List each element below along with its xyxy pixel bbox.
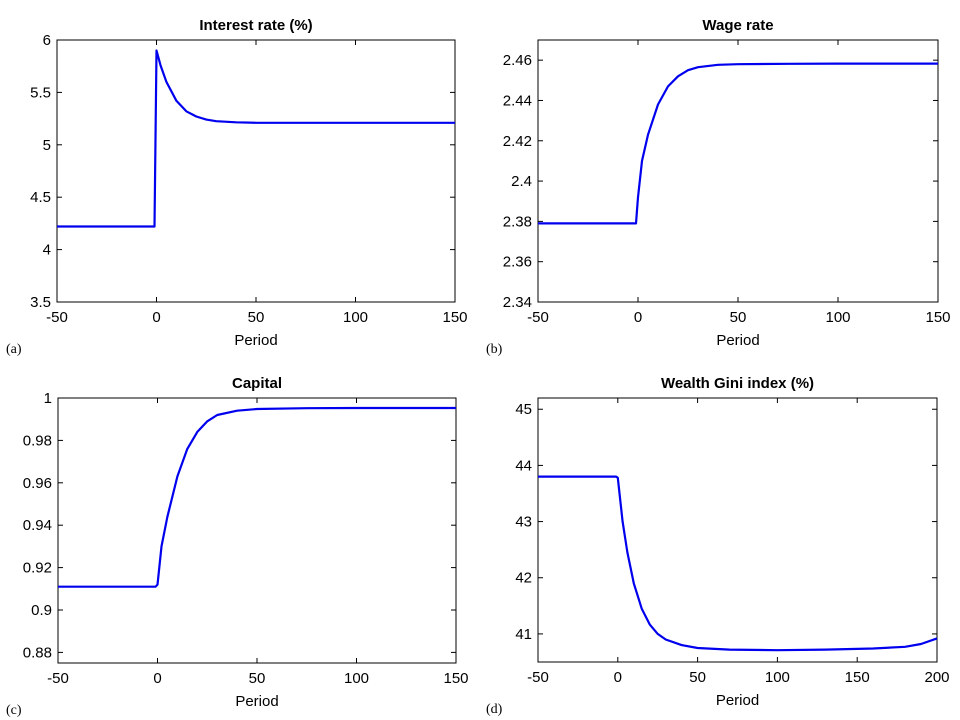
chart-title: Wealth Gini index (%) [661,375,814,392]
x-tick-label: 50 [730,309,747,326]
y-tick-label: 41 [515,626,532,643]
panel-label: (d) [486,702,503,717]
x-axis-label: Period [235,693,278,710]
x-tick-label: 0 [153,670,161,687]
x-tick-label: 200 [924,669,949,686]
y-tick-label: 2.34 [503,294,532,311]
y-tick-label: 0.92 [23,560,52,577]
y-tick-label: 0.88 [23,644,52,661]
axes-frame [537,397,938,663]
x-tick-label: 0 [634,309,642,326]
x-tick-label: -50 [46,309,68,326]
x-tick-label: -50 [47,670,69,687]
series-line-interest-rate [57,49,455,228]
y-tick-label: 2.42 [503,133,532,150]
x-tick-label: 100 [825,309,850,326]
y-tick-label: 42 [515,570,532,587]
y-tick-label: 44 [515,457,532,474]
series-line-wealth-gini [538,475,938,652]
chart-title: Interest rate (%) [199,17,312,34]
x-tick-label: 0 [614,669,622,686]
series-line-capital [58,406,456,588]
x-tick-label: 0 [152,309,160,326]
y-tick-label: 0.96 [23,475,52,492]
y-tick-label: 1 [44,390,52,407]
x-tick-label: 100 [343,309,368,326]
y-tick-label: 2.4 [511,173,532,190]
y-tick-label: 0.94 [23,517,52,534]
x-tick-label: -50 [527,669,549,686]
chart-wealth-gini: Wealth Gini index (%) -50 0 50 100 150 200 41 42… [486,375,950,717]
series-line-wage-rate [538,62,938,225]
x-tick-label: 100 [765,669,790,686]
x-tick-label: 150 [443,670,468,687]
x-axis-label: Period [716,692,759,709]
y-tick-label: 4 [43,242,51,259]
panel-label: (a) [6,342,22,357]
chart-title: Wage rate [702,17,773,34]
x-tick-label: 150 [925,309,950,326]
y-tick-label: 3.5 [30,294,51,311]
y-tick-label: 2.36 [503,254,532,271]
x-tick-label: 50 [248,309,265,326]
chart-interest-rate: Interest rate (%) -50 0 50 100 150 3.5 4 4.5 5 5.5… [6,17,468,357]
chart-wage-rate: Wage rate -50 0 50 100 150 2.34 2.36 2.38 2.4 2.42… [486,17,951,357]
chart-title: Capital [232,375,282,392]
panel-label: (c) [6,703,22,718]
x-tick-label: 50 [249,670,266,687]
y-tick-label: 2.44 [503,92,532,109]
x-tick-label: 150 [845,669,870,686]
x-tick-label: 100 [344,670,369,687]
panel-label: (b) [486,342,503,357]
chart-capital: Capital -50 0 50 100 150 0.88 0.9 0.92 0.94 0.96 0.… [6,375,469,718]
x-tick-label: -50 [527,309,549,326]
y-tick-label: 2.46 [503,52,532,69]
x-axis-label: Period [234,332,277,349]
axes-frame [56,39,456,303]
y-tick-label: 0.9 [31,602,52,619]
y-tick-label: 0.98 [23,432,52,449]
axes-frame [537,39,939,303]
y-tick-label: 2.38 [503,213,532,230]
axes-frame [57,397,457,664]
y-tick-label: 45 [515,401,532,418]
y-tick-label: 6 [43,32,51,49]
y-tick-label: 4.5 [30,189,51,206]
y-tick-label: 5 [43,137,51,154]
x-axis-label: Period [716,332,759,349]
y-tick-label: 43 [515,514,532,531]
y-tick-label: 5.5 [30,84,51,101]
x-tick-label: 50 [689,669,706,686]
x-tick-label: 150 [442,309,467,326]
